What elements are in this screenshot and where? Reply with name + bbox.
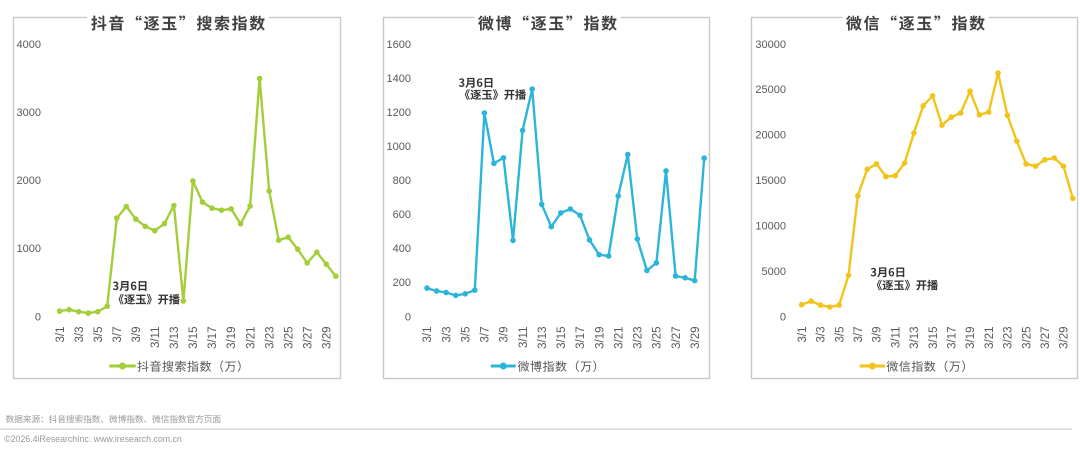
svg-text:3/9: 3/9 xyxy=(499,327,511,343)
svg-text:©2026.4iResearchInc. www.irese: ©2026.4iResearchInc. www.iresearch.com.c… xyxy=(4,434,182,444)
svg-text:1000: 1000 xyxy=(387,141,411,153)
svg-text:3/19: 3/19 xyxy=(965,327,977,349)
svg-text:4000: 4000 xyxy=(17,39,41,51)
svg-text:3/17: 3/17 xyxy=(207,327,219,349)
svg-text:20000: 20000 xyxy=(755,130,786,142)
svg-text:3/11: 3/11 xyxy=(890,327,902,349)
svg-text:3/21: 3/21 xyxy=(245,327,257,349)
svg-text:3/15: 3/15 xyxy=(556,327,568,349)
svg-text:3/3: 3/3 xyxy=(441,327,453,343)
svg-text:5000: 5000 xyxy=(762,266,786,278)
svg-text:3/1: 3/1 xyxy=(55,327,67,343)
svg-text:15000: 15000 xyxy=(755,175,786,187)
svg-text:3/25: 3/25 xyxy=(283,327,295,349)
svg-text:30000: 30000 xyxy=(755,39,786,51)
svg-text:3/21: 3/21 xyxy=(984,327,996,349)
svg-text:3/5: 3/5 xyxy=(834,327,846,343)
svg-text:3/19: 3/19 xyxy=(226,327,238,349)
svg-text:200: 200 xyxy=(393,277,411,289)
svg-text:25000: 25000 xyxy=(755,84,786,96)
svg-text:3/25: 3/25 xyxy=(1021,327,1033,349)
svg-text:3/29: 3/29 xyxy=(322,327,334,349)
svg-text:3/15: 3/15 xyxy=(188,327,200,349)
svg-text:3/1: 3/1 xyxy=(797,327,809,343)
svg-text:0: 0 xyxy=(35,311,41,323)
svg-text:3/17: 3/17 xyxy=(947,327,959,349)
svg-text:3/3: 3/3 xyxy=(816,327,828,343)
svg-text:0: 0 xyxy=(405,311,411,323)
svg-text:1200: 1200 xyxy=(387,107,411,119)
svg-text:3000: 3000 xyxy=(17,107,41,119)
svg-text:400: 400 xyxy=(393,243,411,255)
svg-text:0: 0 xyxy=(780,311,786,323)
svg-text:3/29: 3/29 xyxy=(1059,327,1071,349)
svg-text:3/27: 3/27 xyxy=(671,327,683,349)
svg-text:3/9: 3/9 xyxy=(872,327,884,343)
svg-text:3/7: 3/7 xyxy=(853,327,865,343)
svg-text:1400: 1400 xyxy=(387,73,411,85)
svg-text:3/5: 3/5 xyxy=(93,327,105,343)
svg-text:3/7: 3/7 xyxy=(480,327,492,343)
svg-text:3/23: 3/23 xyxy=(1003,327,1015,349)
svg-text:3/13: 3/13 xyxy=(169,327,181,349)
svg-text:3/25: 3/25 xyxy=(652,327,664,349)
svg-text:10000: 10000 xyxy=(755,221,786,233)
svg-text:3/7: 3/7 xyxy=(112,327,124,343)
svg-text:3/29: 3/29 xyxy=(690,327,702,349)
svg-text:800: 800 xyxy=(393,175,411,187)
svg-text:1600: 1600 xyxy=(387,39,411,51)
svg-text:1000: 1000 xyxy=(17,243,41,255)
svg-text:3/11: 3/11 xyxy=(518,327,530,349)
svg-text:3/27: 3/27 xyxy=(1040,327,1052,349)
svg-text:3/5: 3/5 xyxy=(460,327,472,343)
svg-text:3/27: 3/27 xyxy=(302,327,314,349)
svg-text:3/1: 3/1 xyxy=(422,327,434,343)
svg-text:3/3: 3/3 xyxy=(74,327,86,343)
svg-text:3/13: 3/13 xyxy=(909,327,921,349)
svg-text:3/17: 3/17 xyxy=(575,327,587,349)
svg-text:3/15: 3/15 xyxy=(928,327,940,349)
svg-text:3/11: 3/11 xyxy=(150,327,162,349)
svg-text:3/21: 3/21 xyxy=(613,327,625,349)
svg-text:3/23: 3/23 xyxy=(633,327,645,349)
svg-text:3/13: 3/13 xyxy=(537,327,549,349)
svg-text:3/23: 3/23 xyxy=(264,327,276,349)
svg-text:2000: 2000 xyxy=(17,175,41,187)
svg-text:3/19: 3/19 xyxy=(594,327,606,349)
svg-text:3/9: 3/9 xyxy=(131,327,143,343)
svg-text:600: 600 xyxy=(393,209,411,221)
